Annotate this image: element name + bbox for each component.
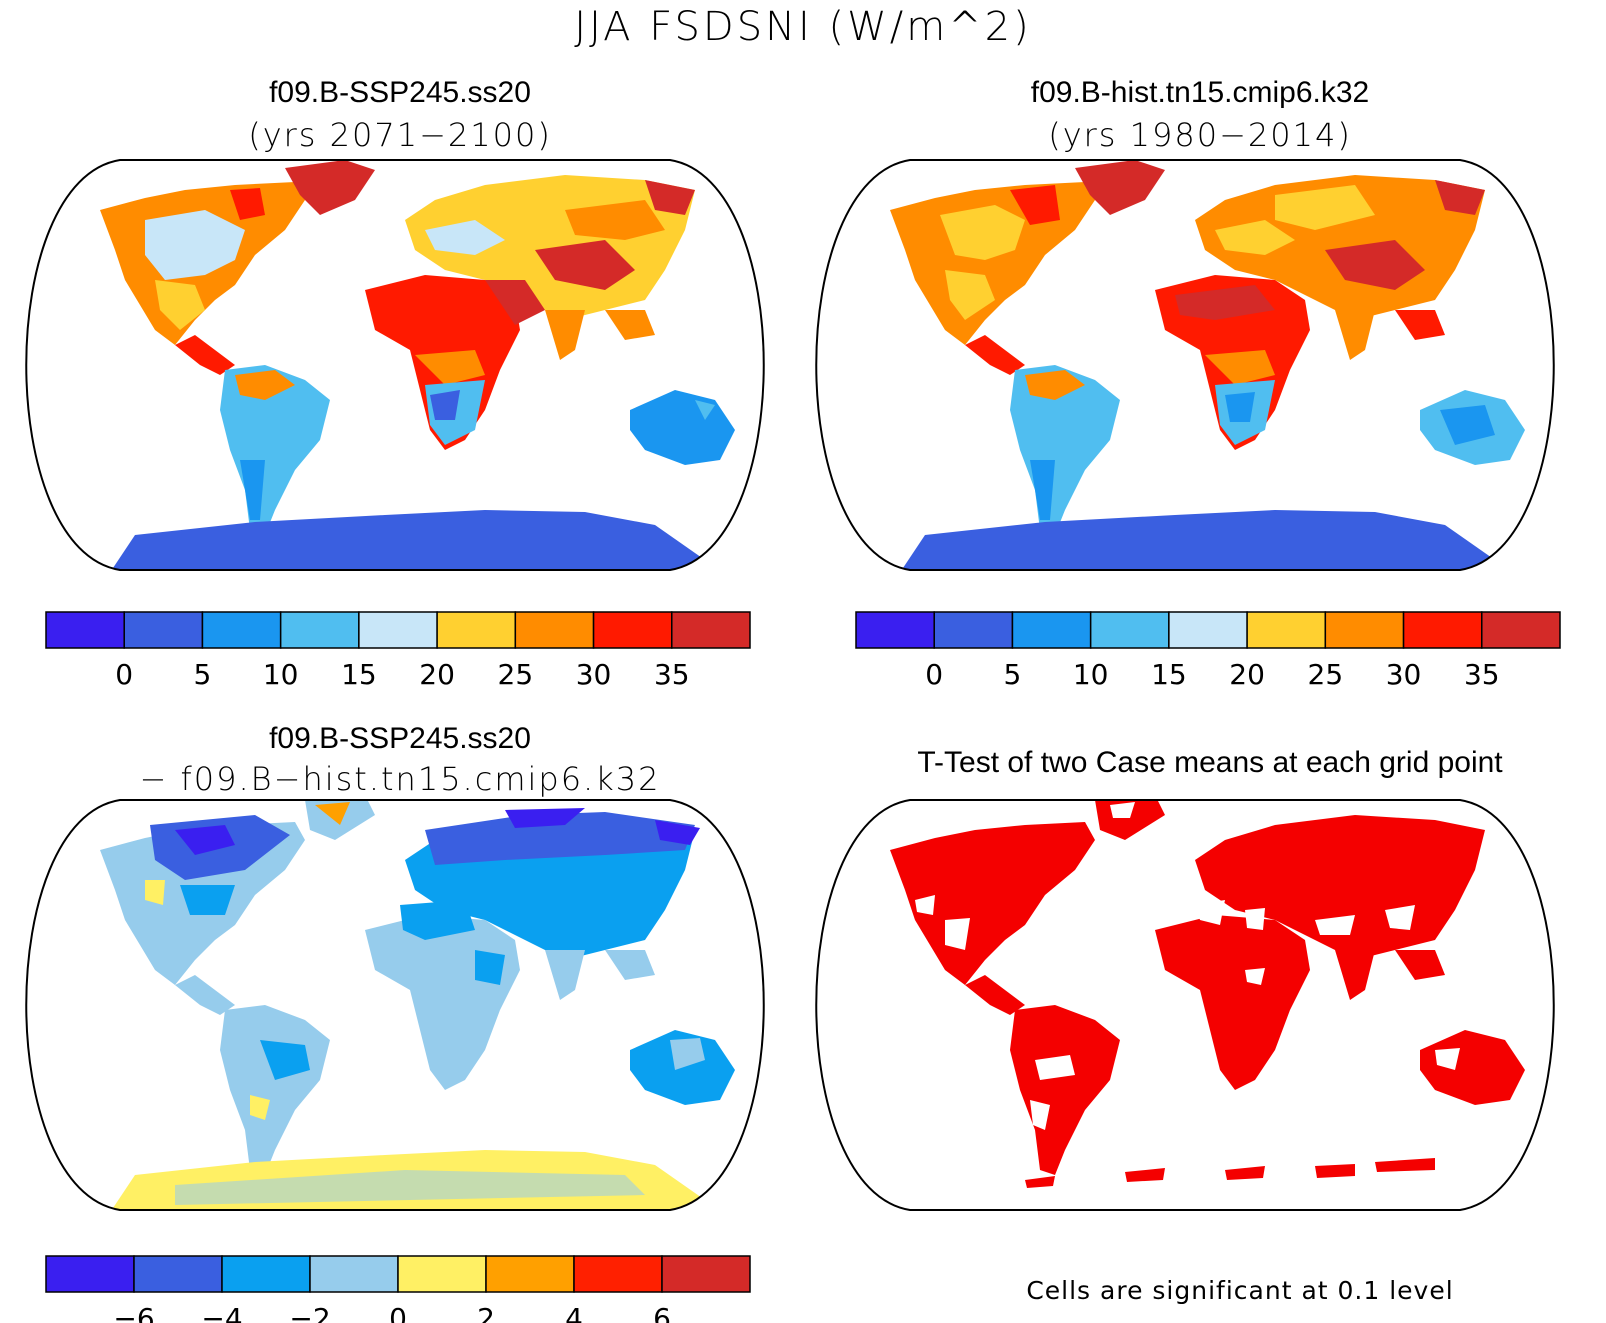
panel-top-right-title: f09.B-hist.tn15.cmip6.k32 <box>1030 76 1370 109</box>
colorbar-tick-label: 0 <box>389 1302 407 1323</box>
colorbar-swatch <box>933 611 1014 649</box>
colorbar-tick-label: 15 <box>341 658 377 691</box>
colorbar-swatch <box>358 611 438 649</box>
panel-top-right-subtitle: (yrs 1980−2014) <box>1048 116 1352 154</box>
significant-cells <box>890 800 1525 1175</box>
non-significant-cells <box>915 802 1460 1130</box>
panel-bottom-left-title: f09.B-SSP245.ss20 <box>269 722 531 755</box>
colorbar-swatch <box>221 1255 311 1293</box>
colorbar-swatch <box>671 611 751 649</box>
map-bottom-right <box>815 799 1555 1211</box>
colorbar-tick-label: −6 <box>113 1302 154 1323</box>
colorbar-swatch <box>1324 611 1405 649</box>
colorbar-swatch <box>45 1255 135 1293</box>
colorbar-swatch <box>1089 611 1170 649</box>
australia-land <box>630 390 735 465</box>
colorbar-swatch <box>573 1255 663 1293</box>
colorbar-swatch <box>279 611 360 649</box>
colorbar-tick-label: 2 <box>477 1302 495 1323</box>
significance-footnote: Cells are significant at 0.1 level <box>1026 1276 1454 1305</box>
panel-top-left-subtitle: (yrs 2071−2100) <box>248 116 552 154</box>
colorbar-tick-label: 25 <box>498 658 534 691</box>
map-top-right <box>815 159 1555 571</box>
colorbar-tick-label: 25 <box>1308 658 1344 691</box>
colorbar-swatch <box>1402 611 1483 649</box>
colorbar-tick-label: 0 <box>925 658 943 691</box>
colorbar-tick-label: 0 <box>115 658 133 691</box>
colorbar-tick-label: −4 <box>201 1302 242 1323</box>
colorbar-swatch <box>855 611 935 649</box>
colorbar-swatch <box>514 611 595 649</box>
colorbar-tick-label: 35 <box>654 658 690 691</box>
colorbar-tick-label: 5 <box>194 658 212 691</box>
colorbar-tick-label: −2 <box>289 1302 330 1323</box>
colorbar-swatch <box>309 1255 399 1293</box>
colorbar-swatch <box>592 611 673 649</box>
colorbar-tick-label: 20 <box>1229 658 1265 691</box>
colorbar-swatch <box>397 1255 487 1293</box>
colorbar-swatch <box>123 611 204 649</box>
figure-title: JJA FSDSNI (W/m^2) <box>574 4 1032 50</box>
colorbar-tick-label: 15 <box>1151 658 1187 691</box>
greenland-land <box>285 160 375 215</box>
panel-bottom-left-subtitle: − f09.B−hist.tn15.cmip6.k32 <box>139 760 661 798</box>
panel-top-left-title: f09.B-SSP245.ss20 <box>269 76 531 109</box>
colorbar-tick-label: 10 <box>263 658 299 691</box>
colorbar-tick-label: 10 <box>1073 658 1109 691</box>
map-top-left <box>25 159 765 571</box>
colorbar-swatch <box>201 611 282 649</box>
map-bottom-left <box>25 799 765 1211</box>
colorbar-swatch <box>1246 611 1327 649</box>
colorbar-bottom-left: −6 −4 −2 0 2 4 6 <box>45 1255 751 1323</box>
panel-bottom-right-title: T-Test of two Case means at each grid po… <box>917 746 1503 779</box>
colorbar-swatch <box>1011 611 1092 649</box>
colorbar-swatch <box>485 1255 575 1293</box>
colorbar-tick-label: 30 <box>1386 658 1422 691</box>
colorbar-swatch <box>45 611 125 649</box>
significant-cells-antarctica <box>1025 1158 1435 1188</box>
antarctica-land <box>105 510 705 570</box>
colorbar-tick-label: 4 <box>565 1302 583 1323</box>
colorbar-tick-label: 6 <box>653 1302 671 1323</box>
colorbar-swatch <box>436 611 517 649</box>
colorbar-swatch <box>1168 611 1248 649</box>
colorbar-top-right: 0 5 10 15 20 25 30 35 <box>855 611 1561 691</box>
colorbar-swatch <box>133 1255 223 1293</box>
colorbar-swatch <box>1481 611 1561 649</box>
colorbar-tick-label: 5 <box>1004 658 1022 691</box>
colorbar-top-left: 0 5 10 15 20 25 30 35 <box>45 611 751 691</box>
colorbar-tick-label: 30 <box>576 658 612 691</box>
colorbar-tick-label: 35 <box>1464 658 1500 691</box>
colorbar-tick-label: 20 <box>419 658 455 691</box>
colorbar-swatch <box>661 1255 751 1293</box>
